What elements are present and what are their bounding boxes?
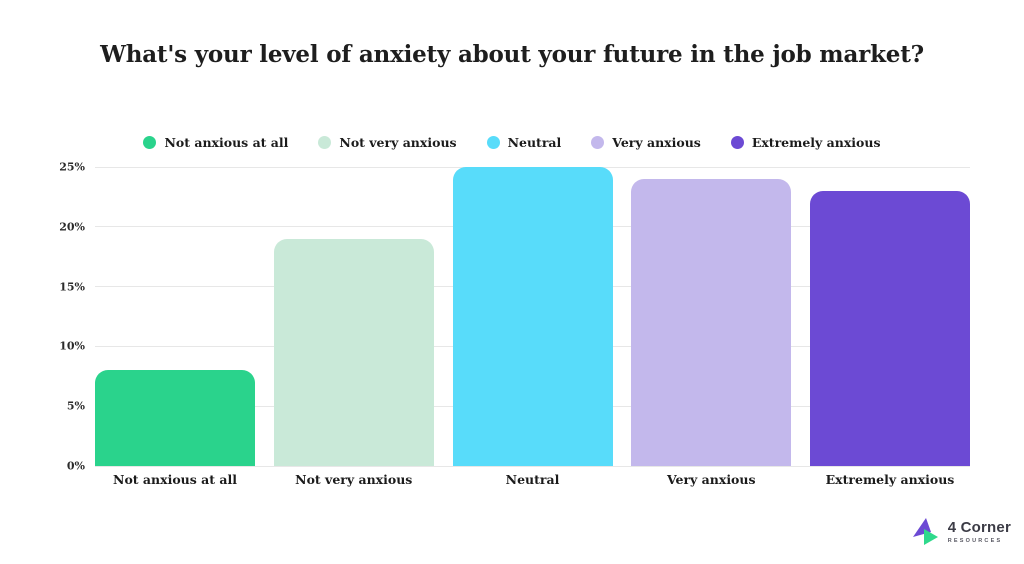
- y-tick-label: 5%: [66, 399, 85, 413]
- brand-name: 4 Corner: [947, 519, 1011, 537]
- legend-dot-not-very-anxious: [318, 136, 332, 149]
- legend-dot-very-anxious: [591, 136, 605, 149]
- legend-label: Not very anxious: [339, 135, 457, 150]
- bar-extremely-anxious: [810, 190, 970, 466]
- bar-neutral: [452, 167, 613, 466]
- legend-label: Very anxious: [612, 135, 701, 150]
- brand-subtext: RESOURCES: [947, 537, 1003, 544]
- gridline-0%: [95, 465, 970, 467]
- legend-item-not-anxious-at-all: Not anxious at all: [143, 135, 288, 150]
- legend-item-extremely-anxious: Extremely anxious: [730, 135, 881, 150]
- y-tick-label: 20%: [59, 220, 85, 234]
- legend-dot-neutral: [486, 136, 500, 149]
- x-axis-label-very-anxious: Very anxious: [666, 472, 756, 487]
- y-tick-label: 0%: [66, 459, 85, 473]
- chart-title: What's your level of anxiety about your …: [100, 41, 924, 68]
- logo-green-arrow: [923, 529, 938, 545]
- legend-dot-extremely-anxious: [730, 136, 744, 149]
- brand-logo-text: 4 Corner RESOURCES: [948, 520, 1011, 544]
- plot-area: 0% 5% 10% 15% 20% 25% Not anxious at all Not ve…: [59, 161, 970, 487]
- y-tick-label: 10%: [59, 339, 85, 353]
- bar-not-anxious-at-all: [95, 370, 255, 466]
- x-axis-label-extremely-anxious: Extremely anxious: [825, 472, 955, 487]
- y-tick-label: 15%: [59, 280, 85, 294]
- x-axis-label-not-very-anxious: Not very anxious: [295, 472, 413, 487]
- bar-very-anxious: [631, 178, 792, 466]
- legend-item-neutral: Neutral: [486, 135, 562, 150]
- legend-item-not-very-anxious: Not very anxious: [318, 135, 457, 150]
- legend-label: Extremely anxious: [751, 135, 881, 150]
- brand-logo: 4 Corner RESOURCES: [912, 518, 1011, 546]
- x-axis-label-not-anxious-at-all: Not anxious at all: [113, 472, 237, 487]
- bar-not-very-anxious: [273, 238, 434, 466]
- x-axis-label-neutral: Neutral: [505, 472, 560, 487]
- y-tick-label: 25%: [59, 160, 85, 174]
- legend-item-very-anxious: Very anxious: [591, 135, 701, 150]
- chart-legend: Not anxious at all Not very anxious Neutra…: [0, 135, 1024, 150]
- legend-label: Neutral: [507, 135, 562, 150]
- brand-logo-icon: [912, 518, 938, 545]
- legend-label: Not anxious at all: [164, 135, 289, 150]
- legend-dot-not-anxious-at-all: [143, 136, 157, 149]
